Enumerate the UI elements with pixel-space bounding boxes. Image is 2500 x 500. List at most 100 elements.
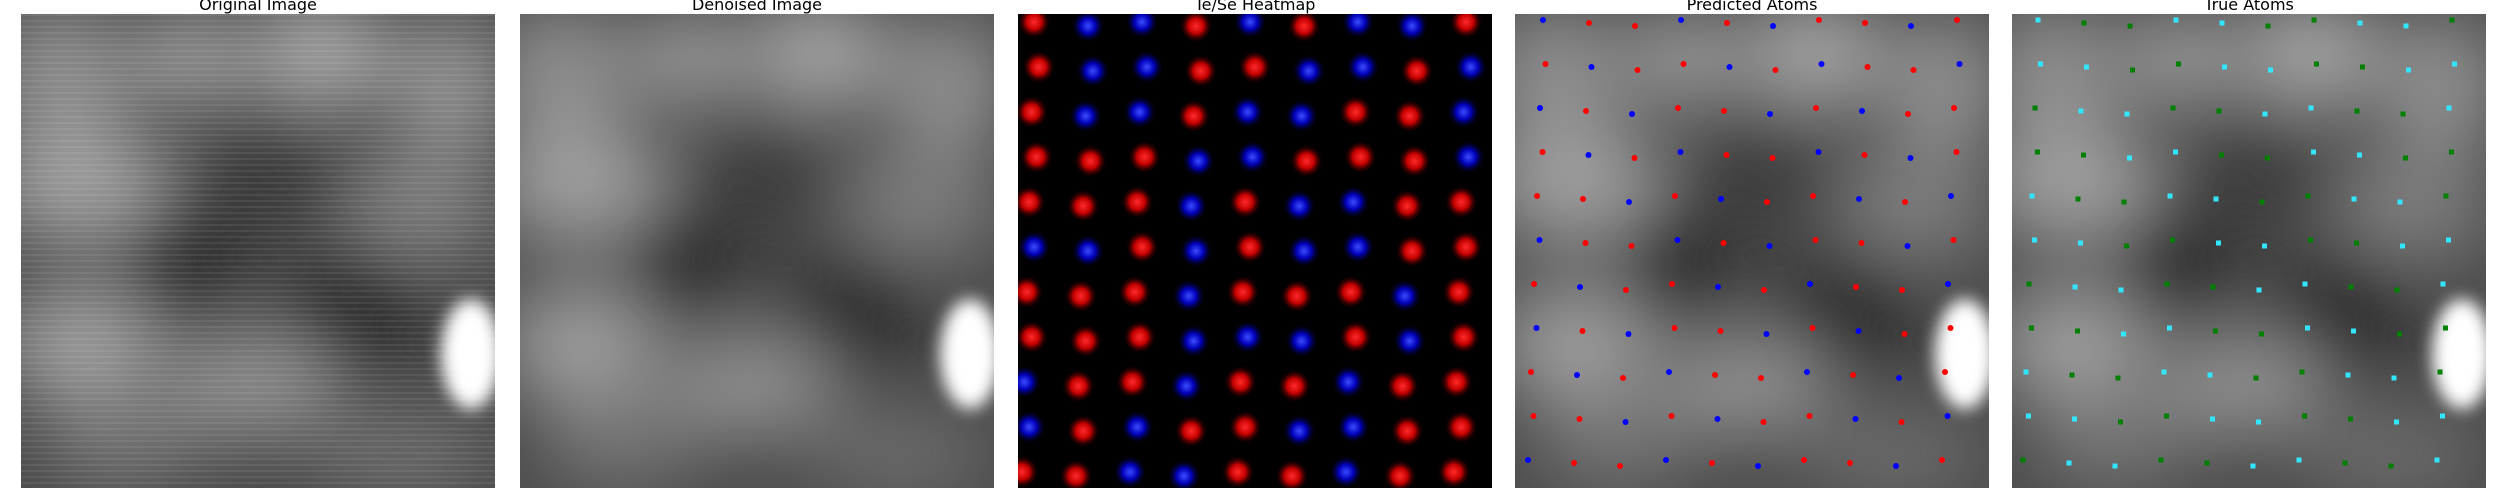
true-atom-marker-green [2450, 18, 2455, 23]
predicted-se-atom-marker [1770, 23, 1776, 29]
predicted-se-atom-marker [1577, 284, 1583, 290]
true-atom-marker-cyan [2257, 288, 2262, 293]
panel-title-predicted: Predicted Atoms [1515, 0, 1989, 14]
predicted-te-atom-marker [1816, 17, 1822, 23]
predicted-te-atom-marker [1583, 240, 1589, 246]
te-heat-spot [1393, 99, 1427, 133]
te-heat-spot [1228, 185, 1262, 219]
predicted-te-atom-marker [1632, 23, 1638, 29]
predicted-te-atom-marker [1724, 152, 1730, 158]
true-atom-marker-cyan [2268, 68, 2273, 73]
te-heat-spot [1127, 140, 1161, 174]
true-atom-marker-cyan [2357, 153, 2362, 158]
true-atom-marker-cyan [2032, 238, 2037, 243]
predicted-se-atom-marker [1948, 193, 1954, 199]
true-atom-marker-green [2360, 65, 2365, 70]
true-atom-marker-green [2343, 461, 2348, 466]
predicted-se-atom-marker [1896, 375, 1902, 381]
predicted-te-atom-marker [1810, 325, 1816, 331]
true-atom-marker-green [2159, 458, 2164, 463]
predicted-se-atom-marker [1678, 17, 1684, 23]
true-atom-marker-green [2171, 106, 2176, 111]
te-heat-spot [1022, 50, 1056, 84]
se-heat-spot [1451, 140, 1485, 174]
true-atom-marker-green [2254, 376, 2259, 381]
se-heat-spot [1336, 185, 1370, 219]
predicted-se-atom-marker [1856, 328, 1862, 334]
predicted-te-atom-marker [1770, 155, 1776, 161]
predicted-te-atom-marker [1758, 375, 1764, 381]
predicted-te-atom-marker [1761, 419, 1767, 425]
true-atom-marker-green [2308, 238, 2313, 243]
denoised-image [520, 14, 994, 488]
true-atom-marker-cyan [2210, 417, 2215, 422]
predicted-se-atom-marker [1626, 199, 1632, 205]
te-heat-spot [1343, 140, 1377, 174]
true-atom-marker-green [2266, 24, 2271, 29]
true-atom-marker-green [2395, 288, 2400, 293]
true-atom-marker-cyan [2452, 62, 2457, 67]
predicted-se-atom-marker [1663, 457, 1669, 463]
se-heat-spot [1336, 410, 1370, 444]
predicted-te-atom-marker [1951, 237, 1957, 243]
true-atom-marker-cyan [2173, 150, 2178, 155]
true-atom-marker-cyan [2309, 106, 2314, 111]
panel-title-original: Original Image [21, 0, 495, 14]
se-heat-spot [1285, 99, 1319, 133]
predicted-se-atom-marker [1767, 243, 1773, 249]
true-atom-marker-cyan [2038, 62, 2043, 67]
se-heat-spot [1169, 369, 1203, 403]
true-atom-marker-green [2033, 106, 2038, 111]
predicted-te-atom-marker [1773, 67, 1779, 73]
true-atom-marker-green [2349, 285, 2354, 290]
true-atom-marker-green [2082, 21, 2087, 26]
predicted-te-atom-marker [1669, 413, 1675, 419]
se-heat-spot [1285, 324, 1319, 358]
predicted-te-atom-marker [1580, 328, 1586, 334]
true-atom-marker-green [2265, 156, 2270, 161]
te-heat-spot [1447, 320, 1481, 354]
se-heat-spot [1282, 189, 1316, 223]
predicted-se-atom-marker [1718, 196, 1724, 202]
true-atom-marker-green [2302, 414, 2307, 419]
predicted-te-atom-marker [1859, 240, 1865, 246]
te-heat-spot [1444, 410, 1478, 444]
te-heat-spot [1280, 279, 1314, 313]
true-atom-marker-cyan [2400, 244, 2405, 249]
true-atom-marker-green [2355, 109, 2360, 114]
true-atom-marker-green [2021, 458, 2026, 463]
true-atom-marker-cyan [2127, 156, 2132, 161]
se-heat-spot [1172, 279, 1206, 313]
predicted-se-atom-marker [1764, 331, 1770, 337]
predicted-se-atom-marker [1945, 281, 1951, 287]
true-atom-marker-cyan [2435, 458, 2440, 463]
true-atom-marker-green [2219, 153, 2224, 158]
predicted-te-atom-marker [1721, 108, 1727, 114]
true-atom-marker-green [2116, 376, 2121, 381]
true-atom-marker-cyan [2305, 326, 2310, 331]
predicted-te-atom-marker [1669, 281, 1675, 287]
true-atom-marker-cyan [2358, 21, 2363, 26]
true-atom-marker-cyan [2078, 241, 2083, 246]
true-atom-marker-cyan [2024, 370, 2029, 375]
true-atom-marker-cyan [2303, 282, 2308, 287]
predicted-se-atom-marker [1629, 111, 1635, 117]
true-atom-marker-cyan [2394, 420, 2399, 425]
se-heat-spot [1113, 455, 1147, 488]
te-heat-spot [1395, 234, 1429, 268]
predicted-se-atom-marker [1534, 325, 1540, 331]
true-atom-marker-green [2124, 244, 2129, 249]
predicted-se-atom-marker [1856, 196, 1862, 202]
te-heat-spot [1226, 275, 1260, 309]
te-heat-spot [1385, 369, 1419, 403]
true-atom-marker-green [2397, 332, 2402, 337]
te-heat-spot [1233, 230, 1267, 264]
se-heat-spot [1071, 234, 1105, 268]
predicted-te-atom-marker [1905, 111, 1911, 117]
predicted-se-atom-marker [1540, 17, 1546, 23]
se-heat-spot [1181, 144, 1215, 178]
te-heat-spot [1064, 279, 1098, 313]
true-atom-marker-green [2260, 200, 2265, 205]
true-atom-marker-cyan [2168, 194, 2173, 199]
true-atom-marker-cyan [2447, 106, 2452, 111]
